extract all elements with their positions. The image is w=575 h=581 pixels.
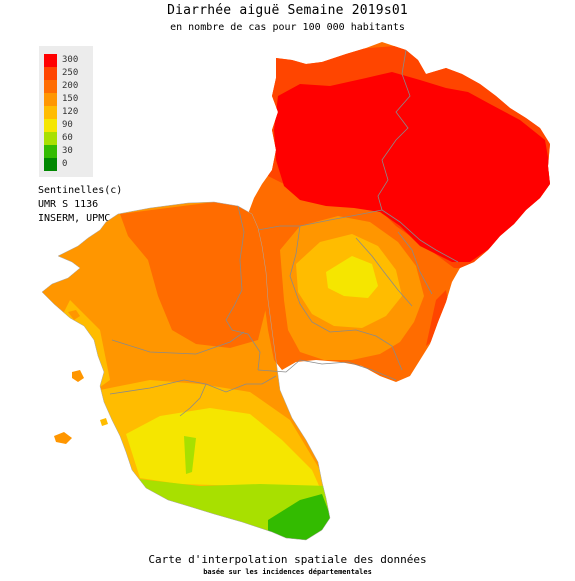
- legend-label: 300: [62, 55, 79, 65]
- credit-block: Sentinelles(c) UMR S 1136 INSERM, UPMC: [38, 184, 122, 226]
- legend-swatch: [44, 80, 57, 93]
- legend-label: 90: [62, 120, 73, 130]
- coastal-islands: [54, 310, 84, 444]
- legend-swatch: [44, 132, 57, 145]
- legend-item: 300: [39, 54, 93, 67]
- legend-item: 250: [39, 67, 93, 80]
- legend-item: 200: [39, 80, 93, 93]
- legend-swatch: [44, 119, 57, 132]
- island-mark: [100, 418, 108, 426]
- department-boundaries: [109, 49, 459, 417]
- credit-line: UMR S 1136: [38, 199, 99, 210]
- credit-line: Sentinelles(c): [38, 185, 123, 196]
- footer-note: Carte d'interpolation spatiale des donné…: [148, 553, 427, 566]
- legend-label: 250: [62, 68, 79, 78]
- legend-label: 150: [62, 94, 79, 104]
- legend-item: 90: [39, 119, 93, 132]
- legend-item: 0: [39, 158, 93, 171]
- legend-item: 30: [39, 145, 93, 158]
- legend-swatch: [44, 106, 57, 119]
- legend: 300 250 200 150 120 90 60 30 0: [39, 46, 93, 177]
- legend-label: 60: [62, 133, 73, 143]
- credit-line: INSERM, UPMC: [38, 213, 111, 224]
- footer-subnote: basée sur les incidences départementales: [203, 568, 372, 576]
- legend-label: 0: [62, 159, 68, 169]
- east-region-gradient: [248, 42, 550, 382]
- legend-swatch: [44, 93, 57, 106]
- legend-item: 120: [39, 106, 93, 119]
- legend-swatch: [44, 145, 57, 158]
- legend-swatch: [44, 54, 57, 67]
- legend-label: 120: [62, 107, 79, 117]
- legend-label: 200: [62, 81, 79, 91]
- legend-item: 60: [39, 132, 93, 145]
- map-title: Diarrhée aiguë Semaine 2019s01: [167, 3, 408, 18]
- map-subtitle: en nombre de cas pour 100 000 habitants: [170, 22, 405, 33]
- west-outline: [41, 201, 331, 541]
- legend-swatch: [44, 67, 57, 80]
- legend-label: 30: [62, 146, 73, 156]
- legend-item: 150: [39, 93, 93, 106]
- legend-swatch: [44, 158, 57, 171]
